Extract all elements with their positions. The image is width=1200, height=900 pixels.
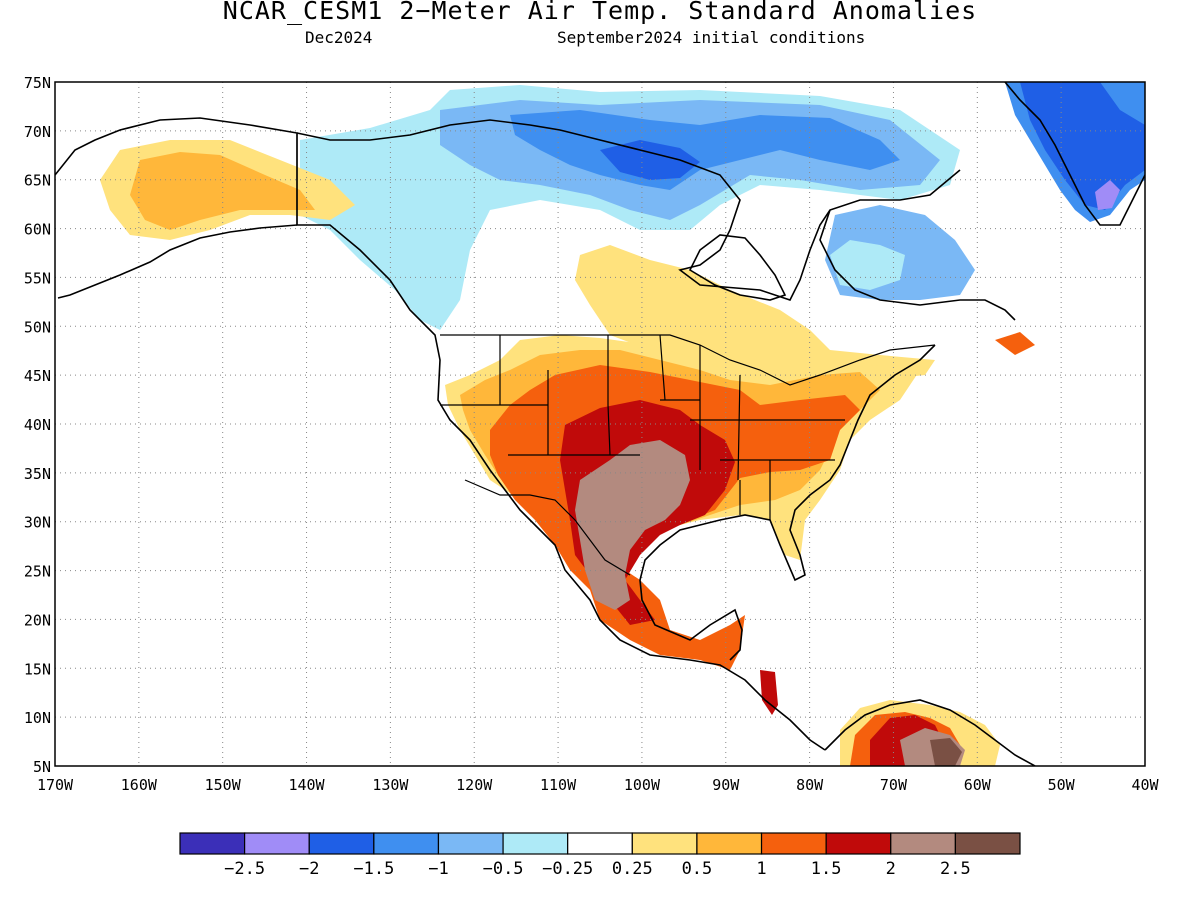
colorbar-swatch <box>760 832 827 855</box>
colorbar-swatch <box>179 832 246 855</box>
colorbar-labels: −2.5 −2 −1.5 −1 −0.5 −0.25 0.25 0.5 1 1.5 2 2.5 <box>224 859 971 879</box>
colorbar-label: 0.5 <box>682 859 713 879</box>
colorbar-label: 2 <box>886 859 896 879</box>
init-conditions-label: September2024 initial conditions <box>557 28 866 47</box>
coastlines <box>55 82 1145 766</box>
colorbar-label: −2.5 <box>224 859 265 879</box>
colorbar-swatch <box>373 832 440 855</box>
map-frame <box>54 81 1146 767</box>
coastline-hudson-bay <box>688 234 787 301</box>
colorbar-label: −0.25 <box>542 859 593 879</box>
lon-tick-label: 90W <box>712 776 740 794</box>
lat-tick-label: 5N <box>33 758 51 776</box>
colorbar-swatch <box>696 832 763 855</box>
lat-tick-label: 60N <box>24 221 51 239</box>
lon-tick-label: 150W <box>205 776 242 794</box>
colorbar-swatch <box>502 832 569 855</box>
colorbar-label: −0.5 <box>483 859 524 879</box>
lon-tick-label: 80W <box>796 776 824 794</box>
lat-tick-label: 15N <box>24 660 51 678</box>
lon-tick-label: 50W <box>1048 776 1076 794</box>
border-state-lines <box>440 334 845 520</box>
colorbar-swatch <box>631 832 698 855</box>
anomaly-fields <box>100 82 1145 766</box>
lon-tick-label: 100W <box>624 776 661 794</box>
map-title: NCAR_CESM1 2−Meter Air Temp. Standard An… <box>222 0 978 25</box>
colorbar-label: 0.25 <box>612 859 653 879</box>
lon-tick-label: 130W <box>372 776 409 794</box>
coastline-alaska <box>55 117 826 751</box>
anomaly-greenland-strong <box>1020 82 1145 210</box>
lon-tick-label: 160W <box>121 776 158 794</box>
lat-tick-label: 55N <box>24 269 51 287</box>
grid-lines <box>55 82 1145 766</box>
colorbar-swatch <box>244 832 310 855</box>
anomaly-south-america-dark <box>930 738 962 766</box>
lon-tick-label: 40W <box>1131 776 1159 794</box>
anomaly-texas <box>575 440 690 610</box>
anomaly-arctic-core <box>600 140 700 180</box>
anomaly-northern-band <box>575 245 935 400</box>
latitude-tick-labels: 75N 70N 65N 60N 55N 50N 45N 40N 35N 30N 25N 20N 15N 1… <box>24 74 51 776</box>
colorbar-swatch <box>567 832 633 855</box>
lat-tick-label: 25N <box>24 563 51 581</box>
political-borders <box>296 133 936 576</box>
lat-tick-label: 40N <box>24 416 51 434</box>
coastline-south-america <box>824 699 1036 766</box>
coastline-arctic <box>296 119 961 301</box>
coastline-alaska-south <box>57 224 298 299</box>
lon-tick-label: 110W <box>540 776 577 794</box>
lon-tick-label: 170W <box>37 776 74 794</box>
lat-tick-label: 35N <box>24 465 51 483</box>
lon-tick-label: 70W <box>880 776 908 794</box>
lat-tick-label: 70N <box>24 123 51 141</box>
anomaly-quebec-light <box>830 240 905 290</box>
lat-tick-label: 75N <box>24 74 51 92</box>
coastline-labrador <box>819 209 1016 321</box>
anomaly-arctic-strong <box>510 110 900 190</box>
lat-tick-label: 30N <box>24 514 51 532</box>
anomaly-map: 75N 70N 65N 60N 55N 50N 45N 40N 35N 30N 25N 20N 15N 1… <box>24 74 1160 794</box>
lon-tick-label: 60W <box>964 776 992 794</box>
colorbar-swatch <box>308 832 375 855</box>
lat-tick-label: 45N <box>24 367 51 385</box>
colorbar-swatch <box>825 832 892 855</box>
colorbar-swatches <box>179 832 1021 855</box>
colorbar-label: 1.5 <box>811 859 842 879</box>
anomaly-alaska-mid <box>130 152 315 230</box>
border-canada-us <box>440 334 936 386</box>
lon-tick-label: 140W <box>288 776 325 794</box>
colorbar-swatch <box>954 832 1021 855</box>
lat-tick-label: 10N <box>24 709 51 727</box>
lat-tick-label: 20N <box>24 611 51 629</box>
lat-tick-label: 50N <box>24 318 51 336</box>
colorbar-swatch <box>437 832 504 855</box>
valid-month-label: Dec2024 <box>305 28 373 47</box>
colorbar-label: 1 <box>756 859 766 879</box>
coastline-greenland <box>1004 82 1145 226</box>
colorbar-label: 2.5 <box>940 859 971 879</box>
colorbar-label: −1.5 <box>353 859 394 879</box>
colorbar-swatch <box>890 832 956 855</box>
lon-tick-label: 120W <box>456 776 493 794</box>
anomaly-greenland-extreme <box>1095 180 1120 210</box>
colorbar-label: −1 <box>428 859 448 879</box>
longitude-tick-labels: 170W 160W 150W 140W 130W 120W 110W 100W 90W 80W 70… <box>37 776 1160 794</box>
anomaly-newfoundland <box>995 332 1035 355</box>
border-us-mexico <box>464 479 631 576</box>
colorbar-label: −2 <box>299 859 319 879</box>
lat-tick-label: 65N <box>24 172 51 190</box>
anomaly-central-america <box>760 670 778 715</box>
